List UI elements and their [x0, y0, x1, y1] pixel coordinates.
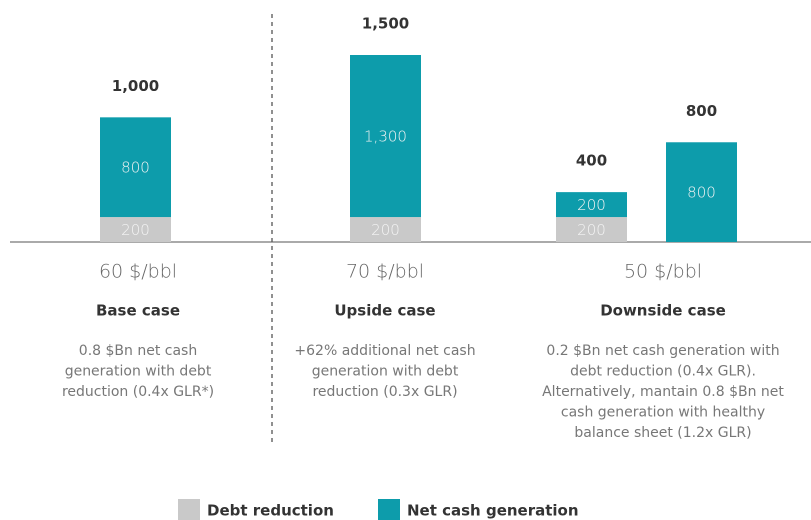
case-description: balance sheet (1.2x GLR) — [574, 425, 751, 441]
bar-segment — [556, 192, 627, 218]
price-label: 50 $/bbl — [624, 261, 702, 283]
total-label: 1,500 — [362, 15, 409, 33]
segment-label: 800 — [121, 159, 150, 177]
bar-segment — [100, 217, 171, 242]
case-description: Alternatively, mantain 0.8 $Bn net — [542, 384, 784, 400]
case-description: generation with debt — [312, 364, 459, 380]
segment-label: 200 — [121, 221, 150, 239]
bar-segment — [350, 55, 421, 218]
case-name: Downside case — [600, 302, 726, 320]
segment-label: 1,300 — [364, 128, 407, 146]
bar-segment — [350, 217, 421, 242]
case-description: 0.8 $Bn net cash — [79, 343, 197, 359]
case-description: debt reduction (0.4x GLR). — [570, 364, 756, 380]
bar-segment — [556, 217, 627, 242]
price-label: 60 $/bbl — [99, 261, 177, 283]
case-name: Base case — [96, 302, 180, 320]
bar-segment — [666, 142, 737, 242]
case-description: 0.2 $Bn net cash generation with — [546, 343, 779, 359]
segment-label: 200 — [371, 221, 400, 239]
case-description: reduction (0.3x GLR) — [312, 384, 457, 400]
price-label: 70 $/bbl — [346, 261, 424, 283]
segment-label: 200 — [577, 196, 606, 214]
case-description: cash generation with healthy — [561, 405, 765, 421]
total-label: 800 — [686, 102, 717, 120]
legend-swatch — [378, 499, 400, 520]
case-description: generation with debt — [65, 364, 212, 380]
case-description: reduction (0.4x GLR*) — [62, 384, 214, 400]
legend-swatch — [178, 499, 200, 520]
segment-label: 800 — [687, 184, 716, 202]
total-label: 400 — [576, 152, 607, 170]
legend-label: Net cash generation — [407, 502, 579, 520]
bar-segment — [100, 117, 171, 218]
segment-label: 200 — [577, 221, 606, 239]
case-description: +62% additional net cash — [294, 343, 475, 359]
legend-label: Debt reduction — [207, 502, 334, 520]
total-label: 1,000 — [112, 77, 159, 95]
case-name: Upside case — [334, 302, 435, 320]
